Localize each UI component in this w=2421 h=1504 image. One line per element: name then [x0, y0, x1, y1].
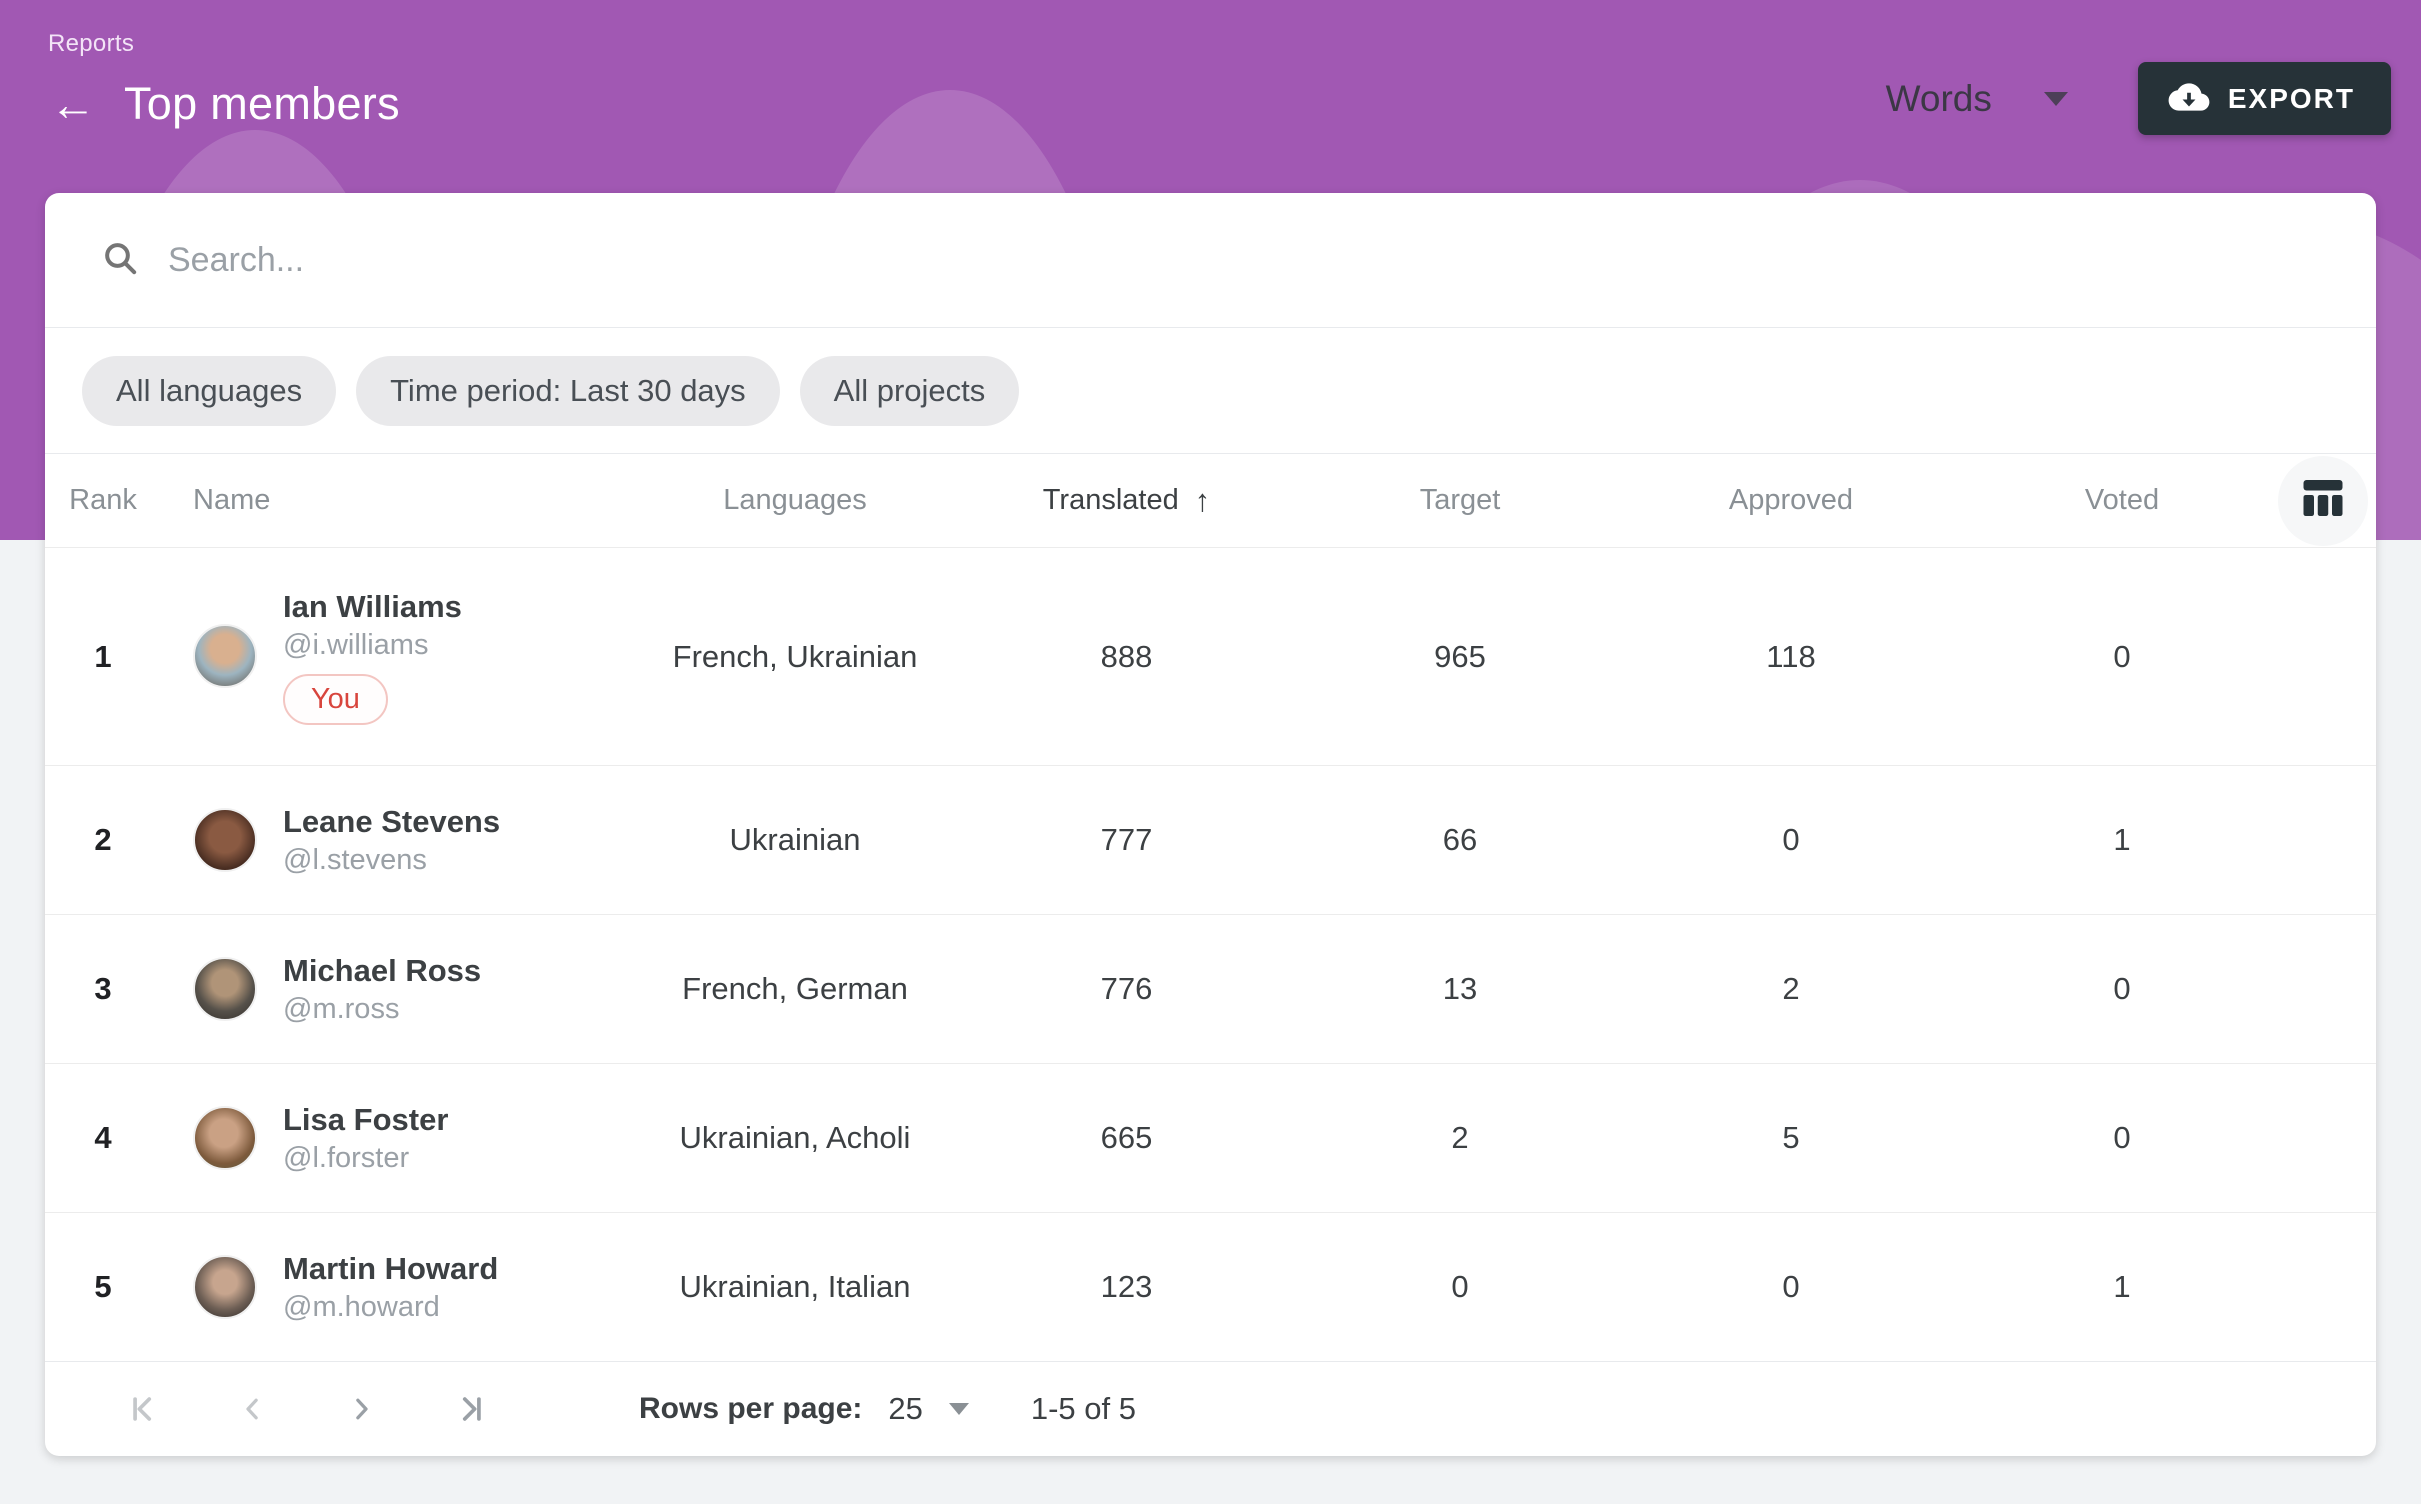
member-name: Leane Stevens	[283, 803, 501, 839]
column-header-approved[interactable]: Approved	[1728, 484, 1854, 516]
rank-value: 1	[94, 638, 112, 674]
previous-page-button[interactable]	[225, 1381, 281, 1437]
languages-cell: French, German	[682, 971, 908, 1006]
column-header-languages[interactable]: Languages	[723, 484, 867, 516]
avatar	[193, 1255, 257, 1319]
rank-value: 5	[94, 1269, 112, 1304]
breadcrumb[interactable]: Reports	[48, 30, 135, 57]
approved-cell: 5	[1782, 1120, 1800, 1155]
column-header-translated-label: Translated	[1042, 484, 1179, 516]
member-handle: @m.ross	[283, 993, 400, 1026]
last-page-button[interactable]	[441, 1381, 497, 1437]
approved-cell: 118	[1766, 638, 1816, 674]
search-bar	[45, 193, 2376, 328]
table-row[interactable]: 3 Michael Ross @m.ross French, German 77…	[45, 914, 2376, 1063]
languages-cell: French, Ukrainian	[672, 638, 918, 674]
page-header: Reports ← Top members Words EXPORT	[0, 0, 2421, 193]
approved-cell: 0	[1782, 822, 1800, 857]
column-header-translated[interactable]: Translated ↑	[990, 483, 1263, 519]
sort-ascending-icon: ↑	[1194, 482, 1211, 518]
report-unit-select[interactable]: Words	[1872, 68, 2082, 130]
voted-cell: 1	[2113, 822, 2131, 857]
member-handle: @i.williams	[283, 629, 429, 662]
rows-per-page-label: Rows per page:	[639, 1392, 863, 1425]
languages-cell: Ukrainian, Italian	[679, 1269, 911, 1304]
search-input[interactable]	[168, 240, 2336, 280]
pagination-bar: Rows per page: 25 1-5 of 5	[45, 1361, 2376, 1456]
column-settings-button[interactable]	[2278, 455, 2368, 546]
column-header-rank[interactable]: Rank	[69, 484, 137, 516]
target-cell: 13	[1442, 971, 1478, 1006]
member-cell: Michael Ross @m.ross	[161, 952, 600, 1026]
filter-chips: All languages Time period: Last 30 days …	[45, 328, 2376, 454]
rank-value: 2	[94, 822, 112, 857]
translated-cell: 777	[1100, 822, 1153, 857]
column-header-name[interactable]: Name	[193, 484, 271, 516]
member-handle: @m.howard	[283, 1291, 440, 1324]
languages-cell: Ukrainian	[729, 822, 861, 857]
member-name: Martin Howard	[283, 1250, 499, 1286]
member-cell: Martin Howard @m.howard	[161, 1250, 600, 1324]
voted-cell: 0	[2113, 971, 2131, 1006]
you-badge: You	[283, 674, 388, 725]
avatar	[193, 808, 257, 872]
member-handle: @l.forster	[283, 1142, 410, 1175]
report-unit-value: Words	[1885, 77, 1992, 119]
translated-cell: 888	[1100, 638, 1153, 674]
first-page-button[interactable]	[117, 1381, 173, 1437]
report-card: All languages Time period: Last 30 days …	[45, 193, 2376, 1456]
rank-value: 4	[94, 1120, 112, 1155]
target-cell: 66	[1442, 822, 1478, 857]
filter-chip-time-period[interactable]: Time period: Last 30 days	[356, 355, 780, 426]
avatar	[193, 957, 257, 1021]
rank-value: 3	[94, 971, 112, 1006]
approved-cell: 0	[1782, 1269, 1800, 1304]
member-name: Michael Ross	[283, 952, 482, 988]
member-handle: @l.stevens	[283, 844, 427, 877]
member-name: Lisa Foster	[283, 1101, 449, 1137]
filter-chip-languages[interactable]: All languages	[82, 355, 337, 426]
page-title: Top members	[124, 78, 400, 129]
chevron-down-icon[interactable]	[948, 1403, 969, 1415]
table-columns-icon	[2302, 478, 2344, 523]
table-header: Rank Name Languages Translated ↑ Target …	[45, 454, 2376, 547]
table-row[interactable]: 1 Ian Williams @i.williams You French, U…	[45, 547, 2376, 765]
member-name: Ian Williams	[283, 589, 462, 624]
next-page-button[interactable]	[333, 1381, 389, 1437]
target-cell: 965	[1434, 638, 1486, 674]
voted-cell: 0	[2113, 638, 2131, 674]
chevron-down-icon	[2043, 91, 2068, 106]
translated-cell: 665	[1100, 1120, 1153, 1155]
table-row[interactable]: 4 Lisa Foster @l.forster Ukrainian, Acho…	[45, 1063, 2376, 1212]
member-cell: Ian Williams @i.williams You	[161, 588, 600, 725]
avatar	[193, 624, 257, 689]
translated-cell: 776	[1100, 971, 1153, 1006]
avatar	[193, 1106, 257, 1170]
column-header-target[interactable]: Target	[1419, 484, 1501, 516]
target-cell: 2	[1451, 1120, 1469, 1155]
translated-cell: 123	[1100, 1269, 1153, 1304]
target-cell: 0	[1451, 1269, 1469, 1304]
member-cell: Leane Stevens @l.stevens	[161, 803, 600, 877]
search-icon	[100, 238, 140, 283]
approved-cell: 2	[1782, 971, 1800, 1006]
voted-cell: 1	[2113, 1269, 2131, 1304]
back-arrow-icon[interactable]: ←	[50, 78, 96, 130]
languages-cell: Ukrainian, Acholi	[679, 1120, 911, 1155]
export-button-label: EXPORT	[2227, 82, 2355, 114]
member-cell: Lisa Foster @l.forster	[161, 1101, 600, 1175]
table-row[interactable]: 5 Martin Howard @m.howard Ukrainian, Ita…	[45, 1212, 2376, 1361]
export-button[interactable]: EXPORT	[2137, 62, 2391, 135]
table-row[interactable]: 2 Leane Stevens @l.stevens Ukrainian 777…	[45, 765, 2376, 914]
column-header-voted[interactable]: Voted	[2084, 484, 2160, 516]
voted-cell: 0	[2113, 1120, 2131, 1155]
pagination-range: 1-5 of 5	[1030, 1391, 1136, 1426]
rows-per-page-select[interactable]: 25	[888, 1391, 923, 1426]
cloud-download-icon	[2168, 80, 2210, 117]
filter-chip-projects[interactable]: All projects	[799, 355, 1020, 426]
